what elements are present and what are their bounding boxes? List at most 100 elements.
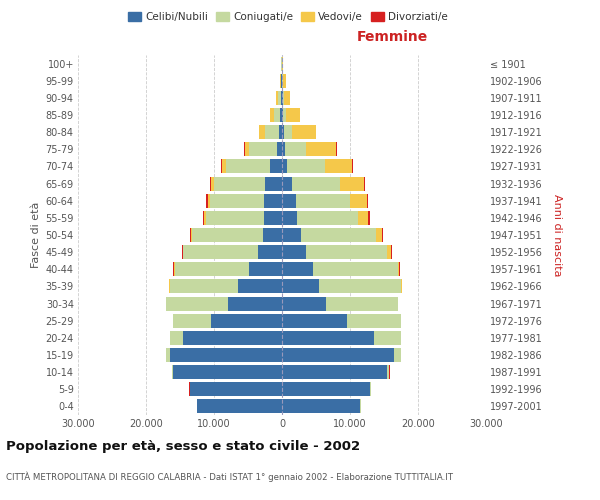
Bar [170, 348, 282, 362]
Bar [326, 296, 398, 310]
Bar [175, 262, 250, 276]
Bar [170, 280, 238, 293]
Bar [274, 108, 280, 122]
Bar [173, 365, 282, 379]
Bar [313, 262, 398, 276]
Bar [282, 400, 360, 413]
Bar [263, 228, 282, 242]
Bar [282, 160, 287, 173]
Bar [282, 314, 347, 328]
Bar [282, 142, 286, 156]
Bar [184, 331, 282, 345]
Bar [265, 194, 282, 207]
Bar [394, 348, 401, 362]
Bar [282, 296, 326, 310]
Bar [374, 331, 401, 345]
Bar [286, 108, 300, 122]
Bar [306, 245, 388, 259]
Bar [388, 245, 391, 259]
Bar [250, 262, 282, 276]
Bar [206, 194, 208, 207]
Bar [282, 348, 394, 362]
Bar [184, 245, 258, 259]
Bar [340, 176, 364, 190]
Bar [284, 125, 292, 139]
Bar [352, 160, 353, 173]
Bar [283, 108, 286, 122]
Bar [282, 245, 306, 259]
Bar [211, 176, 214, 190]
Bar [210, 176, 211, 190]
Bar [190, 228, 191, 242]
Bar [170, 331, 184, 345]
Bar [296, 194, 350, 207]
Y-axis label: Fasce di età: Fasce di età [31, 202, 41, 268]
Bar [297, 211, 358, 225]
Bar [282, 108, 283, 122]
Bar [292, 176, 340, 190]
Bar [226, 160, 270, 173]
Bar [292, 125, 316, 139]
Bar [250, 142, 277, 156]
Bar [358, 211, 368, 225]
Bar [282, 91, 283, 105]
Bar [282, 211, 297, 225]
Bar [182, 245, 183, 259]
Bar [208, 194, 210, 207]
Bar [282, 125, 284, 139]
Bar [190, 382, 282, 396]
Bar [278, 125, 282, 139]
Bar [281, 91, 282, 105]
Bar [173, 262, 174, 276]
Bar [265, 125, 278, 139]
Bar [265, 176, 282, 190]
Bar [370, 382, 371, 396]
Bar [382, 228, 383, 242]
Bar [214, 176, 265, 190]
Bar [282, 280, 319, 293]
Bar [282, 194, 296, 207]
Bar [282, 176, 292, 190]
Bar [391, 245, 392, 259]
Bar [282, 382, 370, 396]
Bar [203, 211, 205, 225]
Bar [287, 160, 325, 173]
Bar [364, 176, 365, 190]
Bar [270, 160, 282, 173]
Y-axis label: Anni di nascita: Anni di nascita [553, 194, 562, 276]
Bar [368, 211, 370, 225]
Bar [283, 91, 284, 105]
Bar [210, 194, 265, 207]
Bar [166, 296, 227, 310]
Bar [183, 245, 184, 259]
Bar [166, 348, 170, 362]
Bar [376, 228, 382, 242]
Bar [172, 365, 173, 379]
Bar [301, 228, 376, 242]
Bar [259, 125, 265, 139]
Bar [282, 262, 313, 276]
Bar [227, 296, 282, 310]
Bar [276, 91, 278, 105]
Bar [283, 74, 286, 88]
Bar [197, 400, 282, 413]
Bar [278, 91, 281, 105]
Bar [388, 365, 389, 379]
Text: Femmine: Femmine [356, 30, 428, 44]
Bar [280, 108, 282, 122]
Bar [258, 245, 282, 259]
Bar [306, 142, 337, 156]
Bar [350, 194, 367, 207]
Bar [367, 194, 368, 207]
Bar [245, 142, 250, 156]
Bar [284, 91, 290, 105]
Bar [401, 280, 403, 293]
Text: CITTÀ METROPOLITANA DI REGGIO CALABRIA - Dati ISTAT 1° gennaio 2002 - Elaborazio: CITTÀ METROPOLITANA DI REGGIO CALABRIA -… [6, 472, 453, 482]
Bar [221, 160, 222, 173]
Bar [282, 228, 301, 242]
Bar [282, 365, 388, 379]
Bar [282, 331, 374, 345]
Bar [270, 108, 274, 122]
Bar [206, 211, 263, 225]
Bar [398, 262, 399, 276]
